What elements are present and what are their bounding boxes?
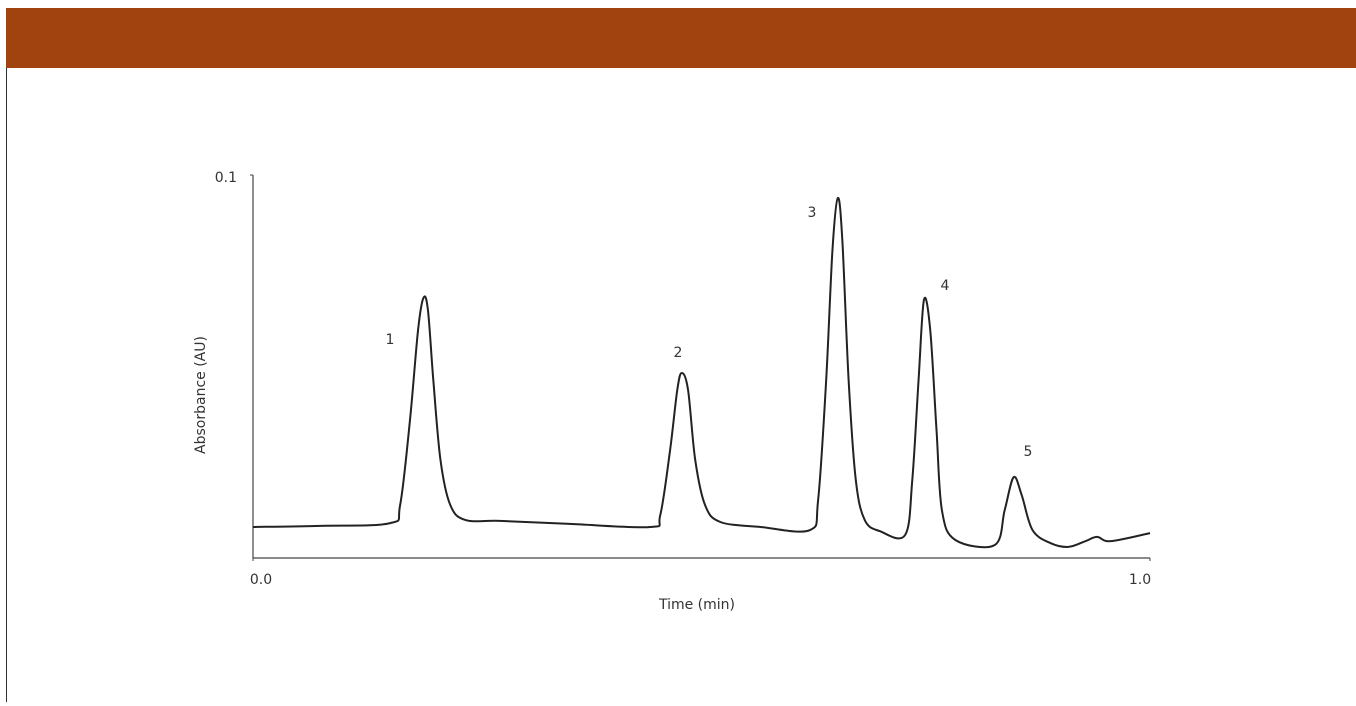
x-tick-label: 0.0: [250, 572, 272, 588]
x-tick-label: 1.0: [1129, 572, 1151, 588]
data-line: [252, 196, 1151, 549]
peak-label: 1: [386, 332, 395, 348]
header-bar: [6, 8, 1356, 68]
peak-label: 5: [1024, 444, 1033, 460]
y-axis-title: Absorbance (AU): [193, 336, 209, 454]
peak-label: 3: [808, 205, 817, 221]
peak-label: 4: [941, 278, 950, 294]
peak-label: 2: [674, 345, 683, 361]
x-axis-title: Time (min): [658, 597, 735, 613]
y-tick-label: 0.1: [215, 170, 237, 186]
